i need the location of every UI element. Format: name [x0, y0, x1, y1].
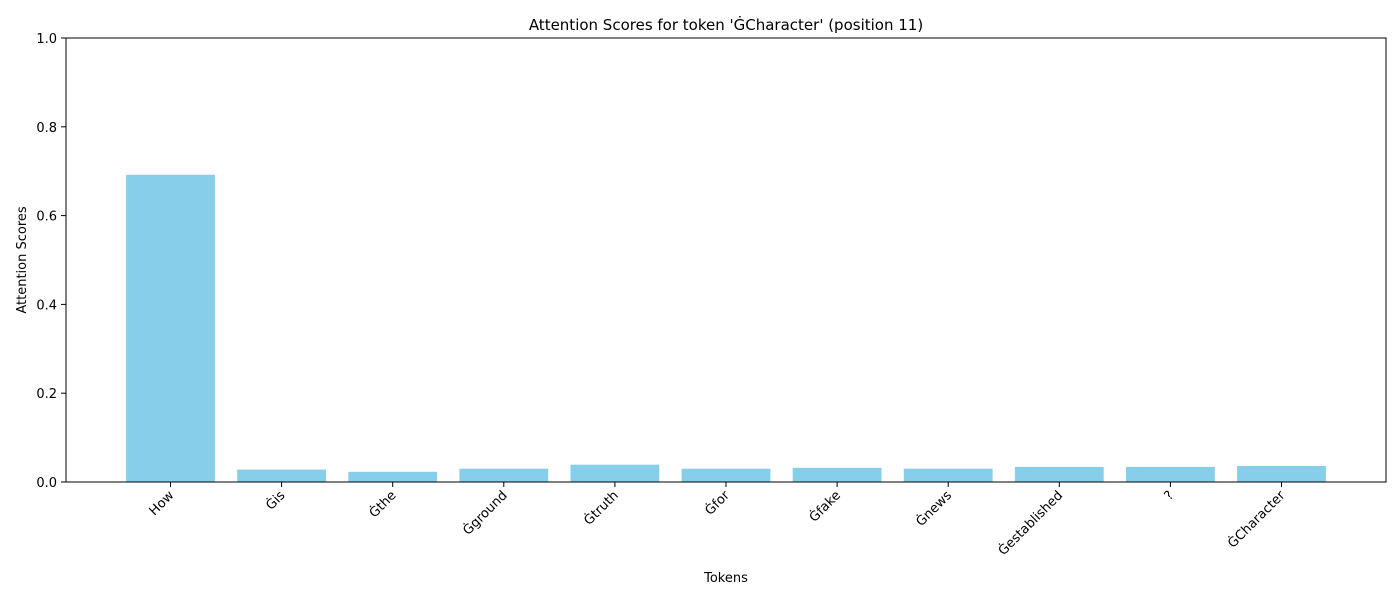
x-axis-label: Tokens	[703, 571, 748, 586]
bar-2	[348, 471, 438, 482]
x-tick-label: Ġtruth	[580, 487, 622, 529]
y-tick-label: 0.8	[36, 121, 57, 136]
bar-1	[237, 469, 326, 482]
y-tick-label: 0.0	[36, 476, 57, 491]
x-tick-label: ?	[1162, 488, 1177, 503]
x-tick-label: How	[147, 488, 178, 519]
x-tick-label: Ġground	[459, 487, 511, 539]
y-tick-label: 1.0	[36, 32, 57, 47]
x-tick-label: Ġnews	[912, 487, 955, 530]
bar-5	[681, 468, 771, 482]
bars-group	[126, 174, 1326, 482]
y-tick-label: 0.6	[36, 210, 57, 225]
plot-frame	[65, 37, 1387, 483]
bar-8	[1014, 466, 1104, 482]
bar-7	[903, 468, 993, 482]
chart-title: Attention Scores for token 'ĠCharacter' …	[529, 15, 923, 34]
x-tick-label: Ġestablished	[994, 487, 1066, 559]
y-axis-label: Attention Scores	[15, 206, 30, 314]
x-tick-label: Ġfor	[701, 486, 733, 518]
y-axis-ticks: 0.0 0.2 0.4 0.6 0.8 1.0	[36, 32, 66, 491]
x-tick-label: Ġthe	[365, 487, 399, 521]
x-tick-label: ĠCharacter	[1224, 486, 1289, 551]
y-tick-label: 0.4	[36, 298, 57, 313]
bar-6	[792, 467, 882, 482]
bar-10	[1237, 466, 1326, 482]
x-tick-label: Ġfake	[805, 487, 844, 526]
bar-9	[1126, 466, 1215, 482]
x-tick-label: Ġis	[262, 487, 289, 514]
y-tick-label: 0.2	[36, 387, 57, 402]
bar-4	[570, 464, 660, 482]
bar-3	[459, 468, 549, 482]
x-axis-ticks: How Ġis Ġthe Ġground Ġtruth Ġfor Ġfake Ġnews Ġes…	[147, 482, 1289, 559]
bar-0	[126, 174, 215, 482]
